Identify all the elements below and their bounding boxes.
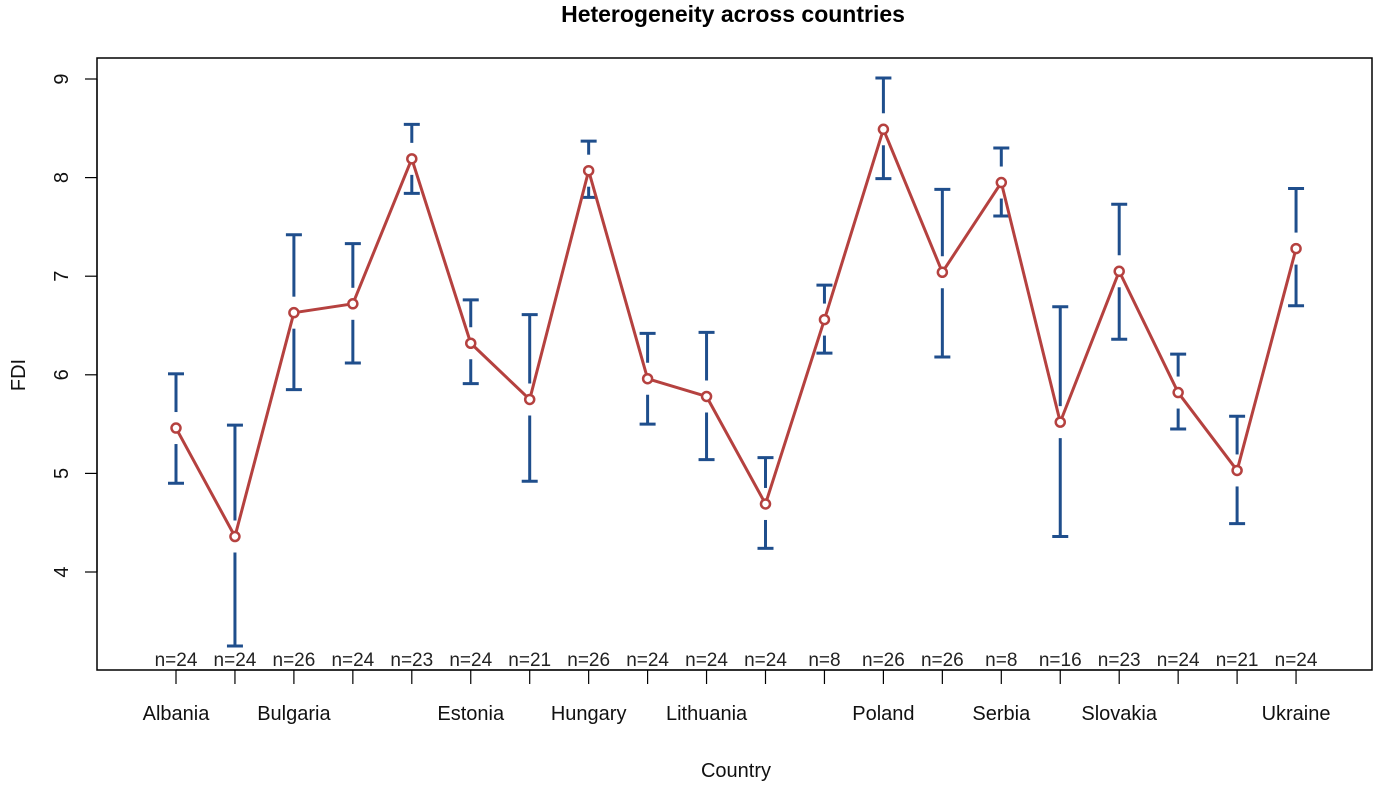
n-label: n=21	[508, 650, 551, 671]
x-tick-label: Bulgaria	[257, 703, 331, 725]
n-label: n=24	[626, 650, 669, 671]
error-bar	[757, 456, 774, 550]
n-label: n=26	[567, 650, 610, 671]
data-point	[465, 337, 477, 349]
plot-frame	[96, 57, 1373, 671]
error-bar	[168, 372, 184, 485]
n-label: n=24	[685, 650, 728, 671]
n-label: n=8	[808, 650, 840, 671]
data-point	[582, 164, 595, 177]
data-point	[1290, 242, 1302, 255]
error-bar	[934, 187, 951, 359]
x-tick-label: Lithuania	[666, 703, 748, 725]
data-point	[523, 393, 536, 406]
n-label: n=8	[985, 650, 1017, 671]
n-label: n=26	[921, 650, 964, 671]
data-point	[759, 498, 772, 510]
y-axis-label: FDI	[8, 359, 30, 391]
error-bar	[639, 331, 656, 426]
y-tick-label: 7	[51, 271, 73, 282]
error-bar	[226, 423, 243, 648]
error-bar	[462, 298, 479, 386]
n-label: n=23	[1098, 650, 1141, 671]
x-tick-label: Ukraine	[1262, 703, 1331, 725]
n-label: n=24	[449, 650, 492, 671]
data-point	[288, 306, 300, 319]
error-bar	[698, 330, 715, 462]
chart-title: Heterogeneity across countries	[561, 1, 905, 27]
data-point	[936, 266, 949, 279]
data-point	[641, 372, 654, 385]
data-point	[229, 530, 241, 543]
n-label: n=23	[390, 650, 433, 671]
data-point	[347, 298, 359, 310]
x-tick-label: Hungary	[551, 703, 627, 725]
error-bar	[1052, 305, 1069, 539]
error-bar	[403, 122, 420, 195]
y-tick-label: 8	[51, 172, 73, 183]
error-bar	[993, 146, 1010, 218]
error-bar	[816, 283, 833, 355]
data-point	[818, 313, 831, 326]
x-axis: Albania Bulgaria Estonia Hungary Lithuania Po…	[143, 669, 1331, 725]
y-tick-label: 5	[51, 468, 73, 479]
error-bar	[344, 242, 361, 365]
error-bar	[1111, 202, 1128, 341]
n-label: n=26	[862, 650, 905, 671]
n-label: n=24	[744, 650, 787, 671]
x-tick-label: Serbia	[972, 703, 1031, 725]
data-point	[877, 123, 890, 136]
error-bar	[1229, 414, 1246, 526]
x-axis-label: Country	[701, 760, 771, 782]
n-label: n=24	[214, 650, 257, 671]
error-bar	[285, 233, 302, 392]
data-point	[170, 422, 182, 434]
error-bar	[1288, 186, 1305, 308]
data-point	[700, 390, 713, 403]
data-point	[1054, 416, 1066, 428]
n-label: n=16	[1039, 650, 1082, 671]
data-point	[1113, 265, 1125, 278]
data-point	[1172, 386, 1184, 399]
x-tick-label: Estonia	[437, 703, 505, 725]
n-labels: n=24 n=24 n=26 n=24 n=23 n=24 n=21 n=26 n=24 n=24…	[155, 650, 1318, 671]
error-bar	[875, 76, 892, 181]
mean-line	[174, 127, 1298, 539]
y-tick-label: 9	[51, 73, 73, 84]
x-tick-label: Poland	[852, 703, 914, 725]
n-label: n=24	[155, 650, 198, 671]
n-label: n=21	[1216, 650, 1259, 671]
y-tick-label: 6	[51, 369, 73, 380]
x-tick-label: Albania	[143, 703, 211, 725]
n-label: n=24	[1275, 650, 1318, 671]
n-label: n=24	[1157, 650, 1200, 671]
error-bar	[521, 313, 538, 483]
data-point	[1231, 464, 1243, 477]
n-label: n=24	[331, 650, 374, 671]
error-bar	[1170, 352, 1187, 431]
series-line-group	[170, 123, 1302, 543]
n-label: n=26	[273, 650, 316, 671]
data-point	[406, 153, 418, 165]
data-point	[995, 176, 1008, 189]
error-bars	[168, 76, 1305, 648]
y-axis: 4 5 6 7 8 9	[51, 73, 98, 578]
y-tick-label: 4	[51, 566, 73, 577]
x-tick-label: Slovakia	[1081, 703, 1157, 725]
